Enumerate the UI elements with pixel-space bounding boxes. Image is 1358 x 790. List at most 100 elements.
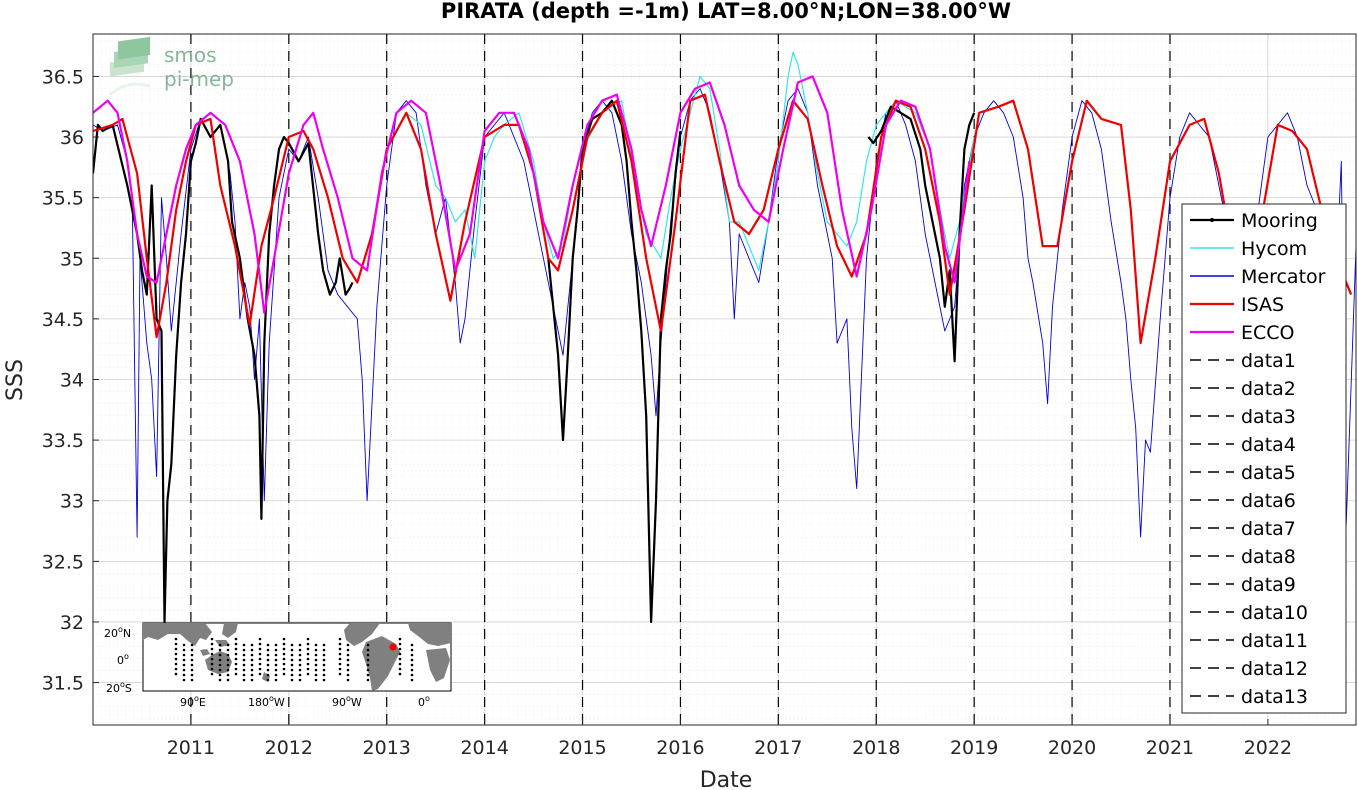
map-buoy-dot [314,678,318,682]
y-tick-label: 35.5 [42,188,84,210]
map-buoy-dot [242,648,246,652]
map-buoy-dot [174,662,178,666]
y-tick-label: 34.5 [42,309,84,331]
map-buoy-dot [218,643,222,647]
map-buoy-dot [322,678,326,682]
map-buoy-dot [210,667,214,671]
map-buoy-dot [306,652,310,656]
legend-label: data13 [1241,686,1308,708]
legend-box [1181,203,1347,714]
map-buoy-dot [366,643,370,647]
map-buoy-dot [410,668,414,672]
map-buoy-dot [258,667,262,671]
map-buoy-dot [290,648,294,652]
legend-label: data2 [1241,378,1296,400]
map-buoy-dot [346,658,350,662]
map-buoy-dot [314,653,318,657]
map-buoy-dot [338,672,342,676]
x-axis-label: Date [700,768,753,790]
legend-label: data8 [1241,546,1296,568]
map-buoy-dot [226,658,230,662]
map-buoy-dot [410,678,414,682]
map-lat-label: 20oS [106,680,132,695]
map-buoy-dot [226,663,230,667]
y-tick-label: 35 [60,248,84,270]
map-buoy-dot [250,678,254,682]
map-buoy-dot [234,642,238,646]
map-buoy-dot [210,657,214,661]
legend-label: data11 [1241,630,1308,652]
map-buoy-dot [366,673,370,677]
map-buoy-dot [182,643,186,647]
map-buoy-dot [290,658,294,662]
map-buoy-dot [190,668,194,672]
map-buoy-dot [290,643,294,647]
x-tick-label: 2018 [852,737,900,759]
map-buoy-dot [242,678,246,682]
map-lat-label: 20oN [104,625,131,640]
map-buoy-dot [338,667,342,671]
map-buoy-dot [190,658,194,662]
legend-label: Hycom [1241,238,1307,260]
map-buoy-dot [282,657,286,661]
map-buoy-dot [346,663,350,667]
map-buoy-dot [410,663,414,667]
y-tick-label: 32 [60,612,84,634]
legend-label: data6 [1241,490,1296,512]
map-buoy-dot [322,648,326,652]
legend-label: data7 [1241,518,1296,540]
map-buoy-dot [266,643,270,647]
map-buoy-dot [242,673,246,677]
map-buoy-dot [282,667,286,671]
map-buoy-dot [210,637,214,641]
y-axis-ticks: 31.5 32 32.5 33 33.5 34 34.5 35 35.5 36 36.5 [42,66,99,695]
map-buoy-dot [398,657,402,661]
map-buoy-dot [290,668,294,672]
map-buoy-dot [174,657,178,661]
y-tick-label: 31.5 [42,673,84,695]
map-buoy-dot [182,658,186,662]
x-axis-ticks: 2011 2012 2013 2014 2015 2016 2017 2018 2019 2020… [167,719,1292,759]
y-tick-label: 32.5 [42,551,84,573]
series-line-isas [93,93,1353,345]
map-buoy-dot [258,647,262,651]
map-buoy-dot [274,663,278,667]
map-buoy-dot [182,668,186,672]
map-buoy-dot [182,673,186,677]
map-buoy-dot [210,662,214,666]
map-buoy-dot [218,653,222,657]
map-buoy-dot [274,678,278,682]
map-buoy-dot [366,658,370,662]
map-buoy-dot [226,643,230,647]
map-buoy-dot [234,647,238,651]
x-tick-label: 2015 [558,737,606,759]
legend-label: data9 [1241,574,1296,596]
map-buoy-dot [250,658,254,662]
map-buoy-dot [174,667,178,671]
map-buoy-dot [282,647,286,651]
map-buoy-dot [266,663,270,667]
legend-label: data3 [1241,406,1296,428]
chart-title: PIRATA (depth =-1m) LAT=8.00°N;LON=38.00… [441,0,1011,23]
inset-map: 20oN 0o 20oS 90oE 180oW 90oW 0o [104,622,452,709]
map-buoy-dot [258,637,262,641]
legend-label: Mercator [1241,266,1326,288]
map-buoy-dot [346,653,350,657]
map-buoy-dot [218,658,222,662]
map-buoy-dot [190,663,194,667]
map-buoy-dot [322,658,326,662]
map-buoy-dot [410,653,414,657]
map-buoy-dot [366,648,370,652]
legend-marker [1210,218,1214,222]
map-buoy-dot [274,648,278,652]
y-tick-label: 34 [60,370,84,392]
map-buoy-dot [266,678,270,682]
map-buoy-dot [190,678,194,682]
map-buoy-dot [250,653,254,657]
series-line-ecco [93,75,971,314]
legend-entries: Mooring Hycom Mercator ISAS ECCO data1 data2 da… [1190,210,1326,708]
map-buoy-dot [234,657,238,661]
map-buoy-dot [174,637,178,641]
map-buoy-dot [366,653,370,657]
map-buoy-dot [174,647,178,651]
